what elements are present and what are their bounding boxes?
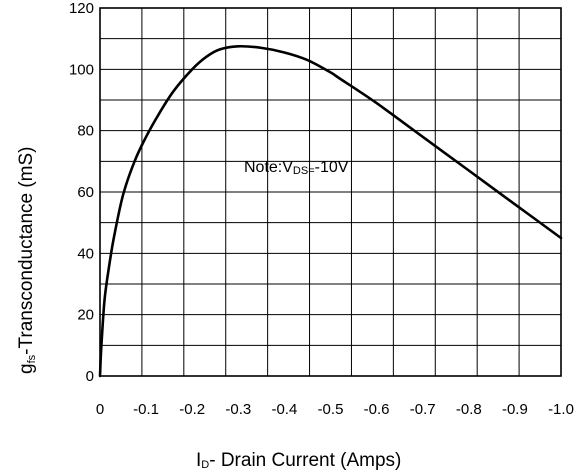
plot-frame xyxy=(99,7,562,377)
series-group xyxy=(98,44,563,378)
x-tick-label: -0.6 xyxy=(364,401,390,418)
x-axis-label: ID- Drain Current (Amps) xyxy=(196,450,401,471)
y-tick-label: 120 xyxy=(69,0,94,17)
x-tick-label: 0 xyxy=(96,401,104,418)
transconductance-curve xyxy=(98,44,563,378)
x-tick-label: -0.4 xyxy=(271,401,297,418)
y-tick-label: 0 xyxy=(86,368,94,385)
x-tick-label: -1.0 xyxy=(548,401,574,418)
x-tick-label: -0.8 xyxy=(456,401,482,418)
y-tick-label: 60 xyxy=(77,184,94,201)
y-tick-label: 80 xyxy=(77,123,94,140)
x-tick-labels: 0 -0.1 -0.2 -0.3 -0.4 -0.5 -0.6 -0.7 -0.8 -0.9 -1.… xyxy=(96,401,574,418)
x-tick-label: -0.2 xyxy=(179,401,205,418)
y-tick-label: 20 xyxy=(77,307,94,324)
y-tick-label: 100 xyxy=(69,61,94,78)
grid xyxy=(100,8,561,376)
note-label: Note:VDS=-10V xyxy=(244,159,349,177)
y-tick-label: 40 xyxy=(77,245,94,262)
x-tick-label: -0.7 xyxy=(410,401,436,418)
x-tick-label: -0.3 xyxy=(225,401,251,418)
x-tick-label: -0.9 xyxy=(502,401,528,418)
x-tick-label: -0.5 xyxy=(318,401,344,418)
y-tick-labels: 0 20 40 60 80 100 120 xyxy=(69,0,94,385)
x-tick-label: -0.1 xyxy=(133,401,159,418)
y-axis-label: gfs-Transconductance (mS) xyxy=(16,146,38,374)
